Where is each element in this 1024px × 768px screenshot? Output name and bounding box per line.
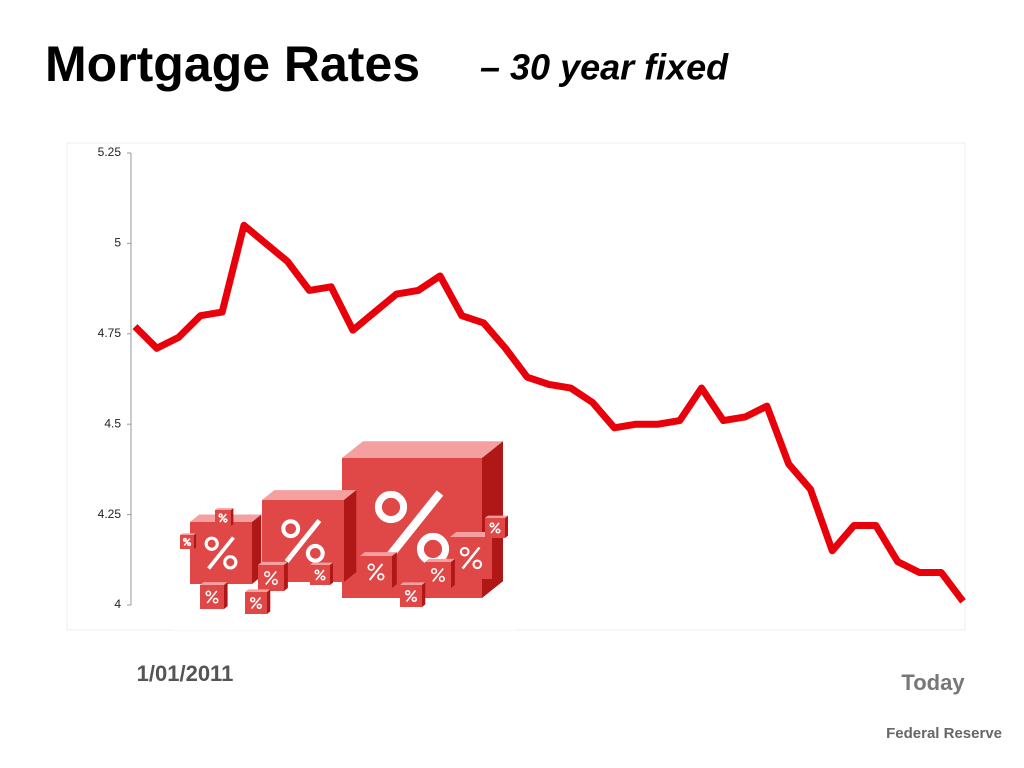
data-line	[132, 221, 966, 604]
die-mark	[205, 590, 212, 597]
die-mark	[207, 536, 235, 570]
die-mark	[251, 597, 261, 609]
die-mark	[264, 571, 271, 578]
y-tick-label: 4	[114, 597, 121, 611]
die-side	[330, 562, 333, 585]
x-tick-label: 1/01/2011	[137, 661, 234, 686]
die-mark	[182, 537, 187, 542]
die-mark	[265, 571, 277, 585]
die-mark	[284, 518, 322, 564]
die-top	[262, 490, 357, 500]
die-mark	[206, 590, 218, 604]
die-mark	[315, 569, 325, 581]
die-side	[422, 582, 426, 607]
die-mark	[406, 590, 416, 602]
y-tick-label: 5	[114, 236, 121, 250]
die-mark	[212, 597, 219, 604]
die-side	[344, 490, 357, 582]
y-tick-label: 4.75	[98, 326, 122, 340]
die-mark	[281, 519, 301, 539]
dice-image	[172, 430, 517, 630]
die-top	[180, 533, 197, 535]
source: Federal Reserve	[886, 725, 1002, 742]
die-top	[245, 589, 271, 592]
die-mark	[380, 490, 444, 566]
die-top	[485, 515, 508, 518]
die-top	[425, 558, 455, 562]
die-mark	[271, 578, 278, 585]
die-side	[284, 561, 288, 591]
y-tick-label: 4.25	[98, 507, 122, 521]
die-mark	[459, 546, 470, 557]
die-mark	[404, 589, 411, 596]
die-mark	[495, 528, 501, 534]
die-top	[342, 441, 503, 458]
die-mark	[432, 568, 444, 582]
die-mark	[314, 569, 320, 575]
die-mark	[256, 603, 263, 610]
die-mark	[374, 490, 408, 524]
die-top	[200, 582, 228, 585]
die-mark	[249, 596, 256, 603]
die-side	[267, 589, 271, 614]
die-mark	[187, 542, 192, 547]
die-mark	[490, 522, 500, 534]
die-mark	[183, 538, 191, 546]
die-mark	[305, 543, 325, 563]
die-mark	[461, 546, 481, 570]
die-top	[400, 582, 426, 585]
y-tick-label: 4.5	[104, 416, 121, 430]
die-mark	[223, 555, 238, 570]
chart-subtitle: – 30 year fixed	[480, 47, 729, 88]
chart-title: Mortgage Rates	[45, 36, 420, 92]
die-top	[258, 561, 288, 565]
die-side	[224, 582, 228, 609]
die-mark	[489, 522, 495, 528]
die-mark	[320, 575, 326, 581]
die-mark	[219, 513, 227, 523]
die-mark	[368, 563, 384, 581]
die-mark	[218, 513, 223, 518]
die-mark	[223, 518, 228, 523]
die-mark	[431, 568, 438, 575]
die-mark	[472, 559, 483, 570]
die-mark	[438, 575, 445, 582]
die-side	[194, 533, 197, 549]
die-side	[392, 552, 397, 588]
die-mark	[411, 596, 418, 603]
die-side	[492, 531, 499, 579]
die-side	[505, 515, 508, 538]
die-top	[215, 508, 234, 510]
y-tick-label: 5.25	[98, 145, 122, 159]
die-mark	[377, 573, 385, 581]
die-side	[451, 558, 455, 588]
die-mark	[204, 536, 219, 551]
die-side	[231, 508, 234, 526]
die-mark	[367, 563, 375, 571]
die-top	[360, 552, 397, 556]
x-tick-label: Today	[901, 670, 965, 695]
die-top	[310, 562, 333, 565]
